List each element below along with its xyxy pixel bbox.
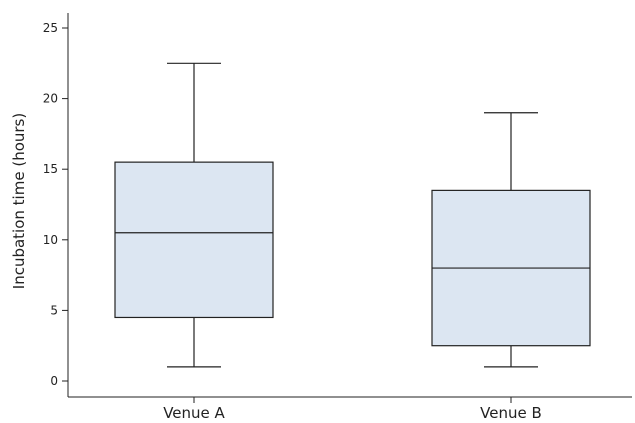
y-tick-label: 15 xyxy=(43,162,58,176)
y-axis-title: Incubation time (hours) xyxy=(10,113,28,289)
y-tick-label: 0 xyxy=(50,374,58,388)
y-tick-label: 5 xyxy=(50,303,58,317)
y-tick-label: 20 xyxy=(43,92,58,106)
x-category-label: Venue A xyxy=(163,404,225,422)
x-axis: Venue A Venue B xyxy=(68,396,632,422)
y-axis: 0 5 10 15 20 25 xyxy=(43,13,69,397)
x-category-label: Venue B xyxy=(480,404,542,422)
boxes-layer xyxy=(114,62,591,368)
box-1 xyxy=(114,62,274,368)
y-tick-label: 25 xyxy=(43,21,58,35)
box-2 xyxy=(431,112,591,368)
iqr-box xyxy=(114,161,274,319)
y-tick-label: 10 xyxy=(43,233,58,247)
